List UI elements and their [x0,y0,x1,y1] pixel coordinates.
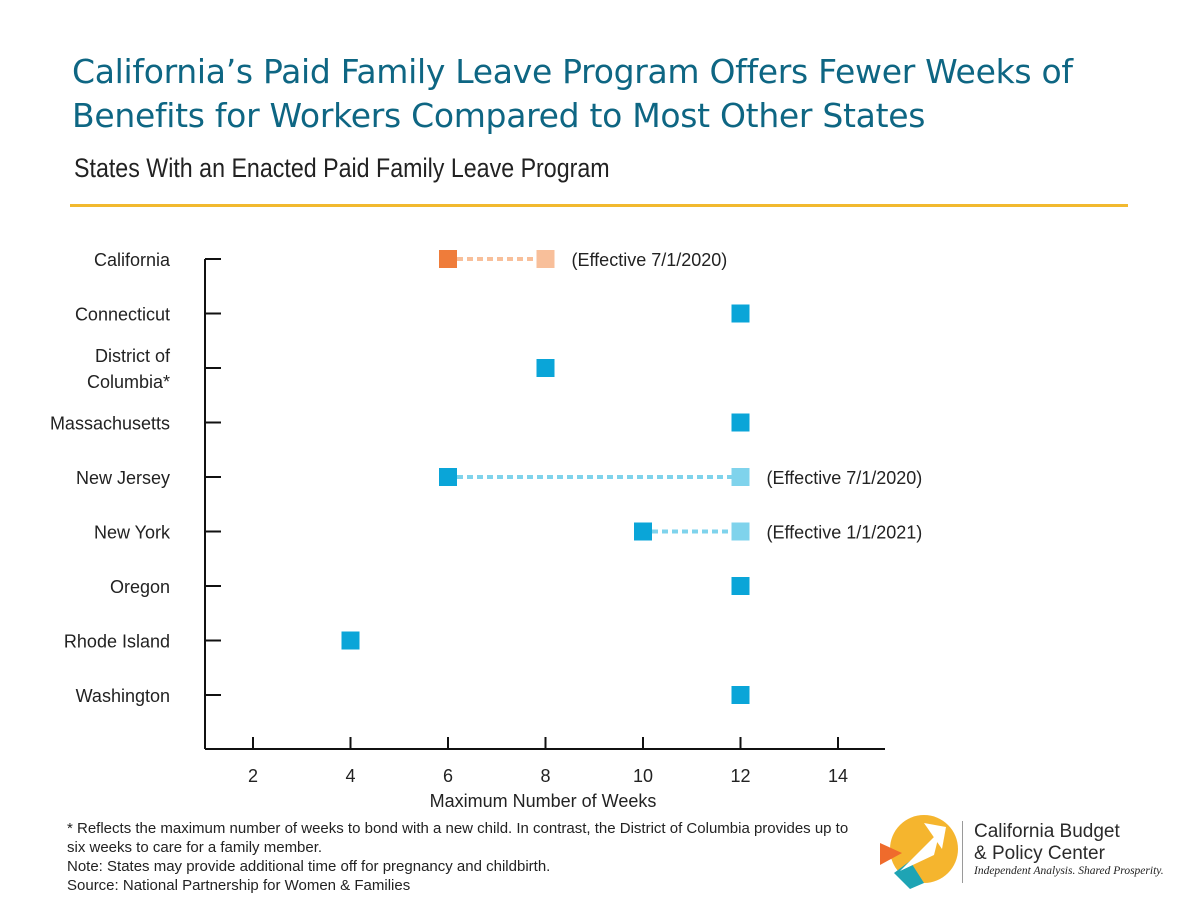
category-label: Massachusetts [50,414,170,434]
x-tick-label: 12 [730,766,750,786]
footnote-note: Note: States may provide additional time… [67,858,551,875]
logo-name-line1: California Budget [974,821,1120,842]
chart-title: California’s Paid Family Leave Program O… [72,52,1073,135]
footnote-source: Source: National Partnership for Women &… [67,877,411,894]
logo-tagline: Independent Analysis. Shared Prosperity. [974,865,1164,877]
current-weeks-marker [439,468,457,486]
current-weeks-marker [731,413,750,432]
x-tick-label: 4 [345,766,355,786]
logo-name: California Budget & Policy Center [974,821,1174,865]
logo-separator [962,821,963,883]
footnote-asterisk: * Reflects the maximum number of weeks t… [67,820,853,856]
current-weeks-marker [731,686,750,704]
category-label: District of Columbia* [87,346,171,392]
cbpc-logo-icon [880,815,958,889]
category-label: Washington [76,686,170,706]
title-divider [70,204,1128,207]
category-label: New York [94,523,171,543]
category-label: Oregon [110,577,170,597]
effective-date-note: (Effective 1/1/2021) [767,523,923,543]
current-weeks-marker [634,522,652,541]
current-weeks-marker [341,631,360,650]
logo-name-line2: & Policy Center [974,843,1105,864]
x-tick-label: 14 [828,766,848,786]
category-label: Connecticut [75,305,170,325]
future-weeks-marker [731,468,750,486]
x-tick-label: 2 [248,766,258,786]
category-label: Rhode Island [64,632,170,652]
current-weeks-marker [439,250,457,268]
current-weeks-marker [731,304,750,323]
future-weeks-marker [536,250,555,268]
x-axis-title: Maximum Number of Weeks [430,791,657,811]
current-weeks-marker [731,577,750,595]
category-label: New Jersey [76,468,170,488]
category-label: California [94,250,171,270]
current-weeks-marker [536,359,555,377]
effective-date-note: (Effective 7/1/2020) [767,468,923,488]
footnotes: * Reflects the maximum number of weeks t… [67,819,857,895]
cbpc-logo: California Budget & Policy Center Indepe… [880,813,1170,893]
x-tick-label: 8 [540,766,550,786]
chart-subtitle: States With an Enacted Paid Family Leave… [74,153,610,183]
x-tick-label: 10 [633,766,653,786]
future-weeks-marker [731,522,750,541]
effective-date-note: (Effective 7/1/2020) [572,250,728,270]
x-tick-label: 6 [443,766,453,786]
dot-chart: 2 4 6 8 10 12 14 Maximum Number of Weeks Califor… [50,250,923,811]
